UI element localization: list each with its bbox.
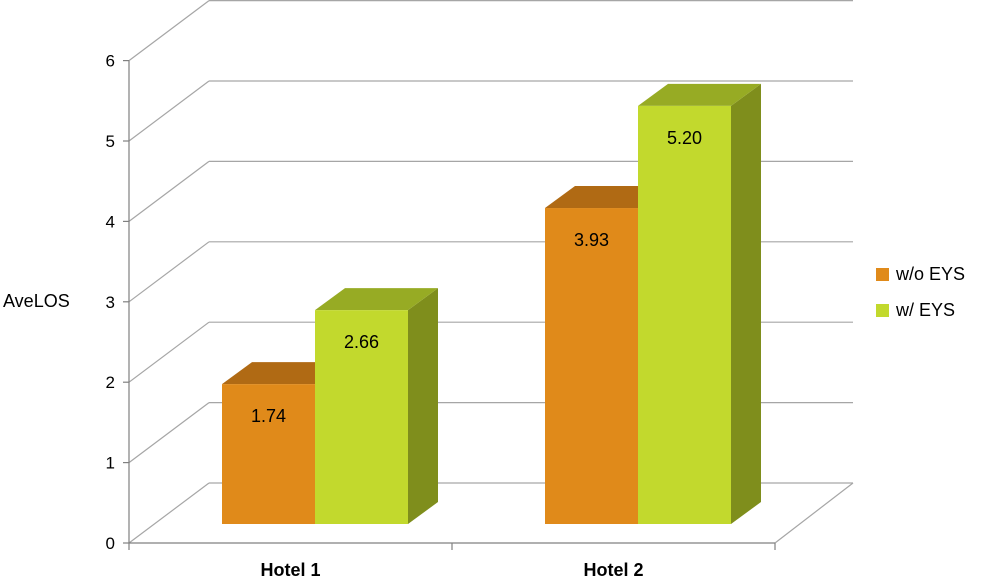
labels: 1.74 2.66 3.93 5.20 bbox=[251, 128, 702, 426]
axes: 0 1 2 3 4 5 6 Hotel 1 Hotel 2 bbox=[106, 52, 776, 580]
bar-front bbox=[638, 105, 731, 525]
bar bbox=[315, 288, 438, 524]
bars bbox=[222, 83, 761, 525]
gridline-side bbox=[128, 321, 210, 383]
gridline-side bbox=[128, 160, 210, 222]
gridline-side bbox=[128, 402, 210, 464]
bar-side bbox=[731, 83, 761, 525]
bar-top bbox=[638, 83, 761, 106]
legend: w/o EYS w/ EYS bbox=[876, 264, 965, 320]
gridline-side bbox=[128, 80, 210, 142]
legend-item: w/o EYS bbox=[876, 264, 965, 284]
legend-label: w/o EYS bbox=[895, 264, 965, 284]
legend-label: w/ EYS bbox=[895, 300, 955, 320]
x-category-label: Hotel 1 bbox=[260, 560, 320, 580]
legend-item: w/ EYS bbox=[876, 300, 955, 320]
data-label: 2.66 bbox=[344, 332, 379, 352]
bar-front bbox=[545, 208, 638, 524]
y-tick-label: 5 bbox=[106, 132, 115, 151]
bar-front bbox=[315, 310, 408, 524]
data-label: 3.93 bbox=[574, 230, 609, 250]
gridline-side bbox=[128, 482, 210, 544]
floor-edge bbox=[774, 482, 854, 544]
bar-top bbox=[222, 362, 345, 385]
y-tick-label: 6 bbox=[106, 52, 115, 71]
gridline-side bbox=[128, 0, 210, 62]
y-tick-label: 2 bbox=[106, 373, 115, 392]
legend-swatch bbox=[876, 304, 889, 317]
bar bbox=[638, 83, 761, 525]
bar-front bbox=[222, 384, 315, 524]
data-label: 5.20 bbox=[667, 128, 702, 148]
y-tick-label: 1 bbox=[106, 454, 115, 473]
y-tick-label: 3 bbox=[106, 293, 115, 312]
y-axis-label: AveLOS bbox=[3, 291, 70, 311]
y-tick-label: 0 bbox=[106, 534, 115, 553]
legend-swatch bbox=[876, 268, 889, 281]
y-tick-label: 4 bbox=[106, 212, 115, 231]
x-category-label: Hotel 2 bbox=[583, 560, 643, 580]
bar-side bbox=[408, 288, 438, 524]
data-label: 1.74 bbox=[251, 406, 286, 426]
bar-top bbox=[545, 186, 668, 209]
gridline-side bbox=[128, 241, 210, 303]
bar-top bbox=[315, 288, 438, 311]
